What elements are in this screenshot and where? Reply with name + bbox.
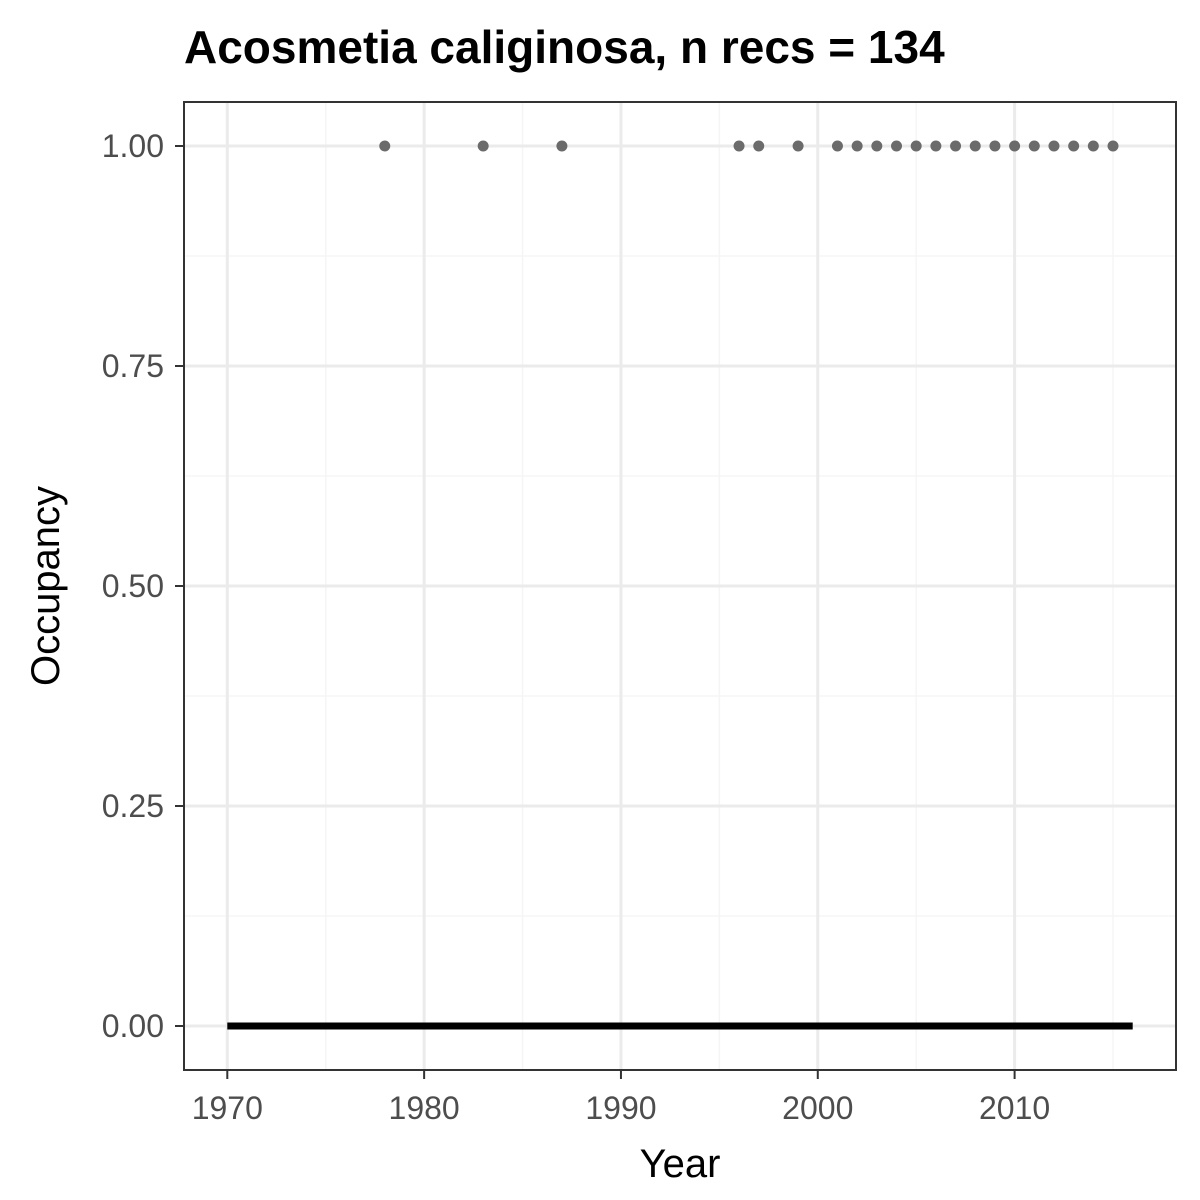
data-point xyxy=(930,140,942,152)
data-point xyxy=(950,140,962,152)
x-tick-label: 1990 xyxy=(585,1090,656,1126)
data-point xyxy=(891,140,903,152)
data-point xyxy=(733,140,745,152)
x-tick-label: 1980 xyxy=(389,1090,460,1126)
y-tick-label: 0.25 xyxy=(102,788,164,824)
data-point xyxy=(753,140,765,152)
data-point xyxy=(910,140,922,152)
data-point xyxy=(831,140,843,152)
data-layer xyxy=(227,140,1133,1030)
x-tick-label: 2010 xyxy=(979,1090,1050,1126)
y-tick-label: 0.50 xyxy=(102,568,164,604)
data-point xyxy=(871,140,883,152)
axis-ticks-and-labels: 1970 1980 1990 2000 2010 0.00 0.25 0.50 0.75 1.00 xyxy=(102,128,1050,1126)
data-point xyxy=(556,140,568,152)
x-tick-label: 1970 xyxy=(192,1090,263,1126)
data-point xyxy=(1068,140,1080,152)
data-point xyxy=(1028,140,1040,152)
data-point xyxy=(792,140,804,152)
data-point xyxy=(851,140,863,152)
y-tick-label: 0.75 xyxy=(102,348,164,384)
data-point xyxy=(989,140,1001,152)
y-tick-label: 1.00 xyxy=(102,128,164,164)
major-gridlines xyxy=(184,102,1176,1070)
y-axis-title: Occupancy xyxy=(24,486,68,686)
data-point xyxy=(1087,140,1099,152)
x-axis-title: Year xyxy=(640,1142,721,1186)
data-point xyxy=(1048,140,1060,152)
data-point xyxy=(477,140,489,152)
chart-title: Acosmetia caliginosa, n recs = 134 xyxy=(184,21,945,73)
x-tick-label: 2000 xyxy=(782,1090,853,1126)
data-point xyxy=(969,140,981,152)
data-point xyxy=(379,140,391,152)
data-point xyxy=(1009,140,1021,152)
data-point xyxy=(1107,140,1119,152)
y-tick-label: 0.00 xyxy=(102,1008,164,1044)
